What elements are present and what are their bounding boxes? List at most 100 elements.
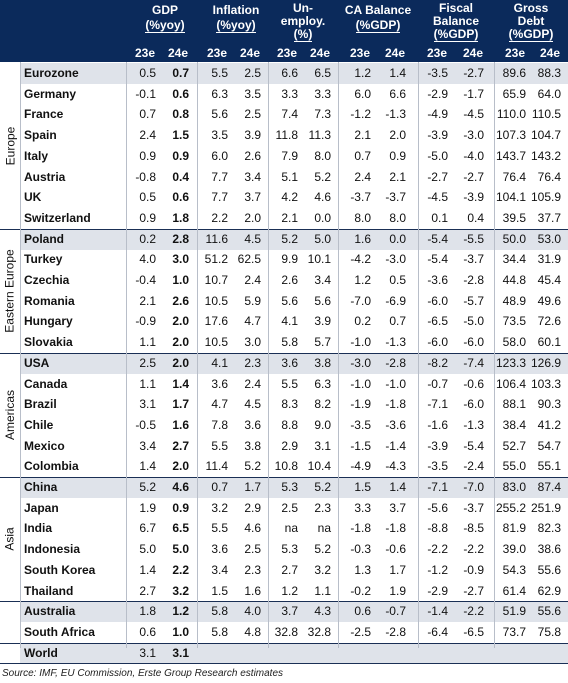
cell-value: 2.9 [281, 438, 298, 453]
cell-value: 2.5 [244, 542, 261, 557]
country-name: Hungary [24, 314, 73, 329]
header-fiscal-unit: (%GDP) [433, 27, 479, 42]
header-debt-24e: 24e [539, 46, 561, 60]
cell-value: 3.2 [211, 500, 228, 515]
cell-value: 3.1 [314, 438, 331, 453]
cell-value: 0.1 [431, 210, 448, 225]
cell-value: 9.0 [314, 417, 331, 432]
cell-value: -3.9 [463, 190, 484, 205]
cell-value: 3.6 [244, 417, 261, 432]
region-label-text: Asia [3, 527, 17, 551]
cell-value: 0.6 [172, 86, 189, 101]
cell-value: 8.0 [314, 148, 331, 163]
table-row: Thailand 2.7 3.2 1.5 1.6 1.2 1.1 -0.2 1.9 -2.9 -2.… [20, 581, 568, 602]
cell-value: 1.6 [354, 231, 371, 246]
cell-value: -5.7 [463, 293, 484, 308]
cell-value: 4.0 [244, 604, 261, 619]
cell-value: 8.0 [389, 210, 406, 225]
header-gdp-title: GDP [151, 3, 178, 17]
cell-value: 0.6 [139, 624, 156, 639]
cell-value: 41.2 [537, 417, 561, 432]
cell-value: 1.2 [172, 604, 189, 619]
cell-value: 3.4 [211, 562, 228, 577]
cell-value: -1.9 [350, 397, 371, 412]
cell-value: 2.5 [139, 355, 156, 370]
cell-value: -4.5 [463, 107, 484, 122]
cell-value: 65.9 [502, 86, 526, 101]
country-name: Thailand [24, 583, 74, 598]
header-gross-debt: Gross Debt (%GDP) [494, 2, 568, 42]
cell-value: 0.9 [389, 148, 406, 163]
cell-value: 3.3 [281, 86, 298, 101]
table-row: UK 0.5 0.6 7.7 3.7 4.2 4.6 -3.7 -3.7 -4.5 -3.9 104.… [20, 187, 568, 208]
country-name: Indonesia [24, 542, 81, 557]
cell-value: 3.4 [314, 273, 331, 287]
cell-value: 7.7 [211, 190, 228, 205]
cell-value: 107.3 [496, 128, 527, 143]
cell-value: -1.0 [350, 335, 371, 350]
cell-value: 105.9 [531, 190, 562, 205]
cell-value: 5.3 [281, 542, 298, 557]
cell-value: 0.7 [172, 66, 189, 80]
country-name: Turkey [24, 252, 63, 267]
cell-value: 48.9 [502, 293, 526, 308]
cell-value: -3.0 [385, 252, 406, 267]
cell-value: 2.5 [244, 107, 261, 122]
cell-value: 53.0 [537, 231, 561, 246]
table-row: Romania 2.1 2.6 10.5 5.9 5.6 5.6 -7.0 -6.9 -6.0 -5… [20, 291, 568, 312]
region-label: Americas [0, 353, 20, 477]
table-row: India 6.7 6.5 5.5 4.6 na na -1.8 -1.8 -8.8 -8.5 81.… [20, 518, 568, 539]
cell-value: 5.3 [281, 480, 298, 494]
header-fiscal-23e: 23e [426, 46, 448, 60]
cell-value: 32.8 [274, 624, 298, 639]
cell-value: 5.8 [211, 604, 228, 619]
cell-value: -6.0 [463, 335, 484, 350]
cell-value: 5.5 [281, 376, 298, 391]
cell-value: -5.4 [463, 438, 484, 453]
cell-value: 1.7 [244, 480, 261, 494]
cell-value: 4.6 [314, 190, 331, 205]
cell-value: 11.8 [275, 128, 298, 143]
cell-value: 1.5 [211, 583, 228, 598]
cell-value: 5.2 [314, 169, 331, 184]
header-fiscal-balance: Fiscal Balance (%GDP) [418, 2, 494, 42]
cell-value: 2.6 [172, 293, 189, 308]
cell-value: 3.0 [244, 335, 261, 350]
header-unemployment-23e: 23e [276, 46, 298, 60]
column-divider [197, 62, 198, 648]
cell-value: 1.1 [139, 376, 156, 391]
country-name: Poland [24, 231, 65, 246]
cell-value: 104.1 [496, 190, 527, 205]
cell-value: 51.2 [204, 252, 228, 267]
cell-value: -3.5 [427, 459, 448, 474]
header-debt-title2: Debt [517, 14, 545, 28]
header-unemployment-title: Un- [293, 1, 313, 15]
cell-value: 126.9 [531, 355, 562, 370]
cell-value: -0.5 [135, 417, 156, 432]
cell-value: -3.0 [350, 355, 371, 370]
cell-value: -1.3 [385, 107, 406, 122]
cell-value: 2.0 [172, 335, 189, 350]
cell-value: 88.1 [502, 397, 526, 412]
cell-value: 81.9 [502, 521, 526, 536]
cell-value: 1.7 [389, 562, 406, 577]
cell-value: 2.2 [172, 562, 189, 577]
cell-value: 2.0 [244, 210, 261, 225]
cell-value: 3.5 [211, 128, 228, 143]
country-name: Romania [24, 293, 75, 308]
table-row: Colombia 1.4 2.0 11.4 5.2 10.8 10.4 -4.9 -4.3 -3.… [20, 456, 568, 477]
table-row: Czechia -0.4 1.0 10.7 2.4 2.6 3.4 1.2 0.5 -3.6 -2.… [20, 270, 568, 291]
cell-value: -2.8 [385, 355, 406, 370]
table-row: Japan 1.9 0.9 3.2 2.9 2.5 2.3 3.3 3.7 -5.6 -3.7 255… [20, 498, 568, 519]
country-name: Germany [24, 86, 77, 101]
cell-value: 82.3 [537, 521, 561, 536]
cell-value: -3.5 [427, 66, 448, 80]
cell-value: 1.4 [139, 562, 156, 577]
cell-value: -2.7 [463, 169, 484, 184]
cell-value: 1.6 [244, 583, 261, 598]
cell-value: -2.7 [427, 169, 448, 184]
cell-value: -3.5 [350, 417, 371, 432]
cell-value: 6.3 [211, 86, 228, 101]
column-divider [418, 62, 419, 648]
cell-value: 4.5 [244, 231, 261, 246]
